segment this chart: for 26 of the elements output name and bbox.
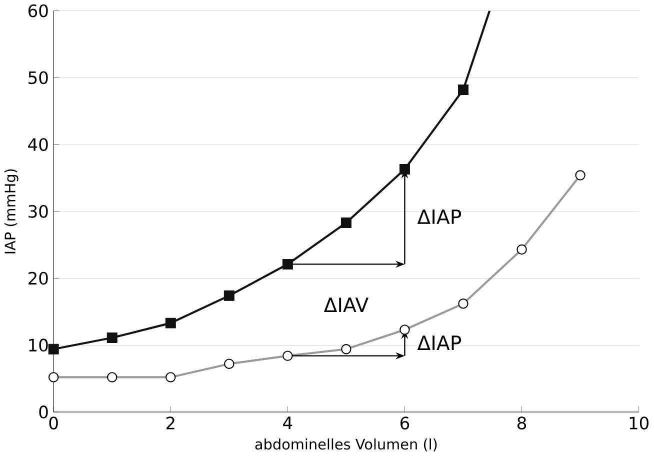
point xyxy=(458,84,468,96)
point xyxy=(399,164,410,175)
x-tick-label: 4 xyxy=(283,416,292,430)
annotation: ΔIAV xyxy=(324,298,368,312)
y-tick-label: 30 xyxy=(28,205,48,218)
point xyxy=(106,332,118,344)
point xyxy=(48,344,59,355)
y-tick-label: 20 xyxy=(28,272,48,285)
point xyxy=(224,290,234,302)
x-tick-label: 10 xyxy=(630,416,649,430)
point xyxy=(282,259,293,270)
x-tick-label: 0 xyxy=(49,416,58,430)
annotation: ΔIAP xyxy=(417,210,462,224)
annotation: ΔIAP xyxy=(417,336,462,350)
y-tick-label: 0 xyxy=(39,406,48,419)
x-tick-label: 8 xyxy=(518,416,526,430)
point xyxy=(165,318,176,328)
y-tick-label: 60 xyxy=(28,4,48,18)
y-axis-title: IAP (mmHg) xyxy=(4,169,18,254)
y-tick-label: 50 xyxy=(28,71,48,84)
y-tick-label: 10 xyxy=(29,338,48,352)
point xyxy=(340,218,352,228)
x-axis-title: abdominelles Volumen (l) xyxy=(255,438,437,452)
x-tick-label: 6 xyxy=(400,416,410,430)
x-tick-label: 2 xyxy=(166,416,174,430)
y-tick-label: 40 xyxy=(28,138,48,152)
